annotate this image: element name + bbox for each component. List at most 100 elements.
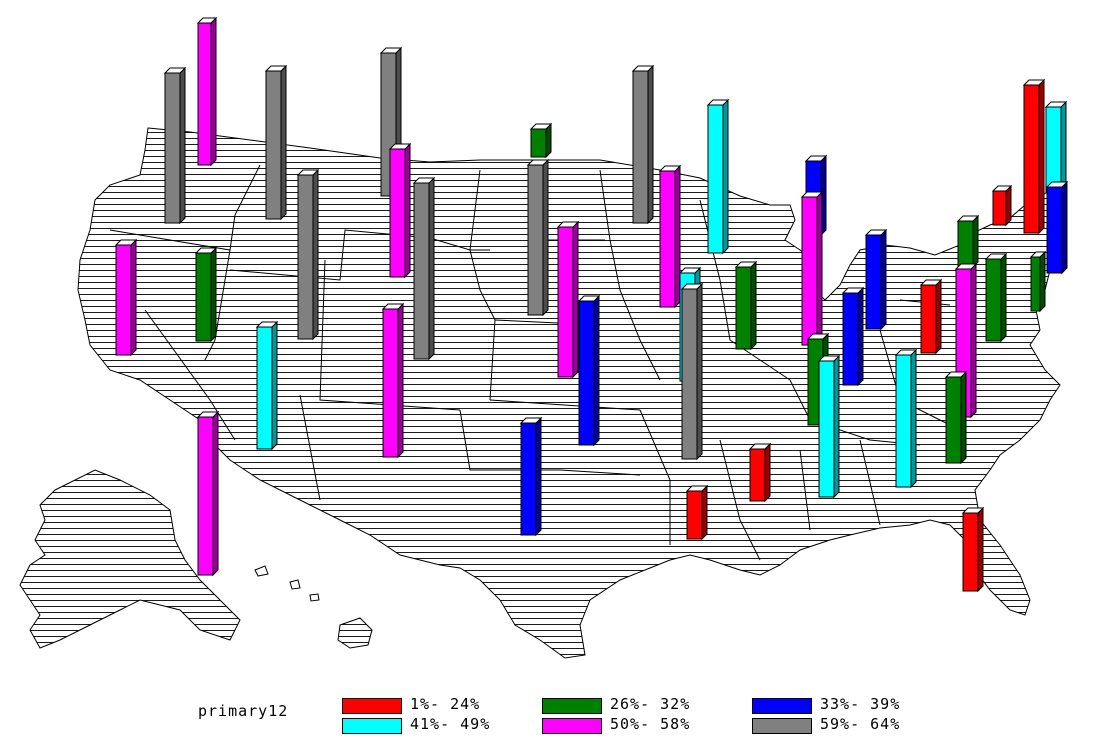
bar-side [280,64,287,221]
bar-cyan [706,98,730,255]
bar-front [985,258,1002,342]
bar-side [404,142,411,279]
bar-top [412,177,436,184]
bar-side [816,190,823,347]
bar-side [1005,184,1012,227]
bar-side [880,228,887,331]
us-choropleth-map [19,16,1069,659]
bar-front [197,22,212,166]
hawaii-island-small [289,579,301,590]
bar-top [678,267,702,274]
bar-top [956,215,980,222]
bar-red [748,442,772,503]
bar-front [413,182,430,360]
bar-side [764,442,771,503]
bar-side [312,168,319,341]
bar-top [381,303,405,310]
bar-side [572,220,579,379]
bar-top [961,507,985,514]
bar-side [647,64,654,225]
bar-front [164,72,181,224]
bar-green [194,246,218,343]
bar-front [115,244,132,356]
bar-side [674,164,681,309]
bar-gray [631,64,655,225]
bar-green [529,122,553,159]
bar-side [593,294,600,447]
bar-side [910,348,917,489]
bar-green [956,214,980,269]
hawaii-island-small [309,593,320,602]
bar-top [194,247,218,254]
bar-cyan [894,348,918,489]
bar-gray [264,64,288,221]
bar-top [196,17,218,24]
bar-top [944,371,968,378]
bar-front [707,104,724,254]
bar-green [1029,250,1047,313]
bar-magenta [658,164,682,309]
legend-label: 50%- 58% [610,715,691,733]
bar-front [749,448,766,502]
bar-magenta [196,16,218,167]
legend: primary12 1%- 24% 26%- 32% 33%- 39% 41%-… [0,690,1113,740]
bar-top [658,165,682,172]
bar-front [256,326,273,450]
bar-side [535,416,542,537]
hawaii-island-small [254,565,269,577]
bar-top [685,485,709,492]
bar-front [895,354,912,488]
bar-top [841,287,865,294]
bar-top [680,283,704,290]
bar-top [919,279,943,286]
legend-label: 1%- 24% [410,695,481,713]
bar-front [520,422,537,536]
bar-side [1060,100,1067,195]
bar-blue [1045,180,1069,275]
bar-front [382,308,399,458]
bar-top [1022,79,1046,86]
bar-front [735,266,752,350]
legend-swatch-magenta [542,718,602,734]
bar-front [557,226,574,378]
bar-side [750,260,757,351]
bar-gray [296,168,320,341]
bar-front [578,300,595,446]
bar-side [397,302,404,459]
bar-side [542,158,549,317]
bar-front [530,128,547,158]
bar-top [577,295,601,302]
bar-top [556,221,580,228]
bar-front [920,284,937,354]
bar-magenta [556,220,580,379]
bar-front [389,148,406,278]
bar-side [977,506,984,593]
bar-gray [680,282,704,461]
bar-side [1000,252,1007,343]
bar-side [179,66,186,225]
bar-top [379,47,403,54]
bar-side [210,246,217,343]
bar-front [632,70,649,224]
bar-top [817,355,841,362]
bar-top [529,123,553,130]
bar-top [894,349,918,356]
bar-magenta [388,142,412,279]
bar-top [264,65,288,72]
bar-top [1029,251,1047,258]
bar-front [945,376,962,464]
alaska-shape [19,469,241,649]
bar-cyan [255,320,279,451]
bar-top [114,239,138,246]
bar-top [631,65,655,72]
bar-front [865,234,882,330]
bar-cyan [817,354,841,499]
bar-red [919,278,943,355]
legend-swatch-red [342,698,402,714]
bar-side [1039,250,1046,313]
bar-front [1023,84,1040,234]
bar-side [857,286,864,387]
bar-front [686,490,703,540]
bar-cyan [1044,100,1068,195]
bar-front [801,196,818,346]
